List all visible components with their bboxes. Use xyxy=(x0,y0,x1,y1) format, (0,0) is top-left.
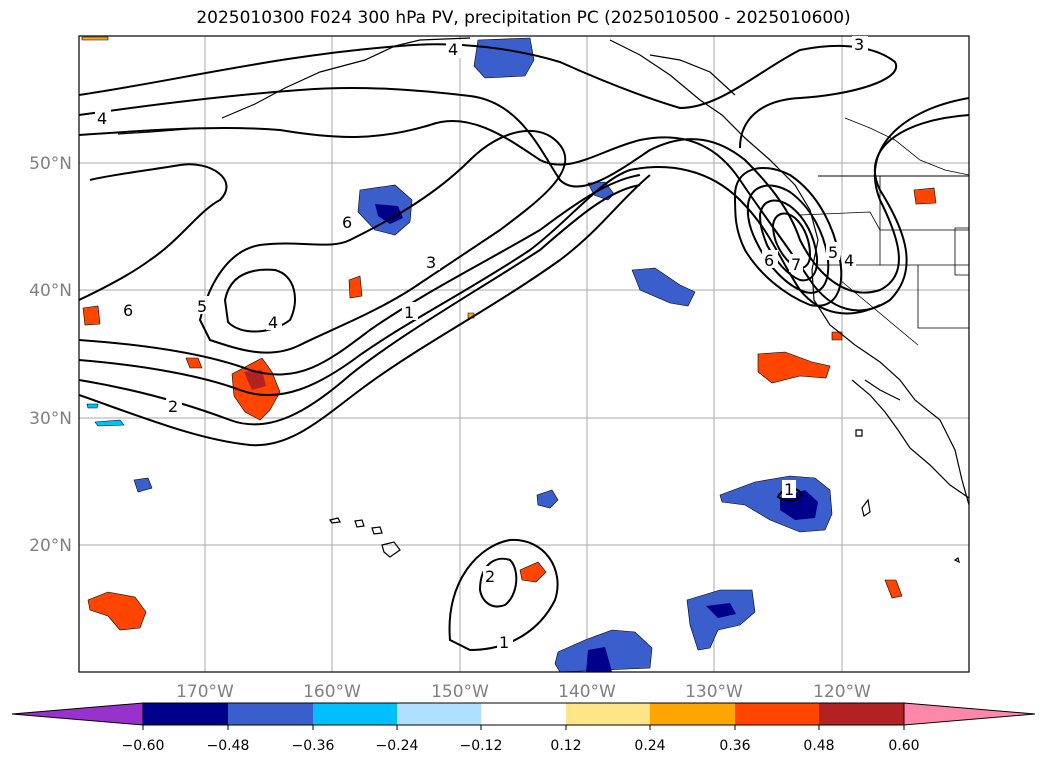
colorbar-tick-label: 0.48 xyxy=(803,738,834,754)
colorbar-frame xyxy=(142,702,905,726)
lon-label: 160°W xyxy=(303,682,361,702)
lon-label: 130°W xyxy=(685,682,743,702)
lat-label: 30°N xyxy=(29,409,72,429)
pv-contour-label: 4 xyxy=(448,40,458,59)
colorbar: −0.60 −0.48 −0.36 −0.24 −0.12 0.12 0.24 … xyxy=(11,702,1036,754)
colorbar-bin xyxy=(228,703,313,725)
colorbar-under-extension xyxy=(11,702,144,726)
pv-contour-labels: 4 4 3 6 3 1 6 5 4 2 6 7 5 4 1 2 1 xyxy=(95,35,868,652)
map-frame xyxy=(78,35,970,673)
pv-contour-label: 2 xyxy=(168,397,178,416)
colorbar-tick-label: −0.12 xyxy=(460,738,503,754)
colorbar-tick-label: 0.60 xyxy=(888,738,919,754)
colorbar-bin xyxy=(735,703,819,725)
lat-label: 50°N xyxy=(29,154,72,174)
pv-contour-label: 4 xyxy=(844,251,854,270)
lon-label: 140°W xyxy=(558,682,616,702)
pv-contour-label: 1 xyxy=(499,633,509,652)
colorbar-tick-label: 0.12 xyxy=(550,738,581,754)
colorbar-tick-label: 0.24 xyxy=(634,738,665,754)
pv-contour-label: 6 xyxy=(123,301,133,320)
precipitation-fields xyxy=(81,36,937,672)
colorbar-tick-label: −0.36 xyxy=(292,738,335,754)
colorbar-tick-label: −0.60 xyxy=(122,738,165,754)
pv-contour-label: 6 xyxy=(764,251,774,270)
lat-label: 20°N xyxy=(29,536,72,556)
pv-contour-label: 5 xyxy=(828,243,838,262)
lon-label: 170°W xyxy=(176,682,234,702)
latitude-labels: 50°N 40°N 30°N 20°N xyxy=(29,154,72,556)
colorbar-bin xyxy=(650,703,735,725)
colorbar-bin xyxy=(313,703,397,725)
pv-contour-label: 3 xyxy=(854,35,864,54)
pv-contour-label: 5 xyxy=(197,297,207,316)
lat-label: 40°N xyxy=(29,281,72,301)
colorbar-bin xyxy=(566,703,650,725)
lon-label: 120°W xyxy=(813,682,871,702)
pv-contour-label: 3 xyxy=(426,253,436,272)
pv-contours xyxy=(79,43,969,652)
coastlines xyxy=(117,37,969,564)
pv-contour-label: 6 xyxy=(342,213,352,232)
colorbar-bin xyxy=(819,703,904,725)
colorbar-tick-label: −0.48 xyxy=(207,738,250,754)
colorbar-tick-label: 0.36 xyxy=(719,738,750,754)
colorbar-tick-label: −0.24 xyxy=(376,738,419,754)
map-area xyxy=(79,36,969,672)
colorbar-over-extension xyxy=(903,702,1036,726)
pv-contour-label: 4 xyxy=(97,109,107,128)
colorbar-bin xyxy=(481,703,566,725)
pv-contour-label: 1 xyxy=(404,303,414,322)
colorbar-bin xyxy=(143,703,228,725)
pv-contour-label: 7 xyxy=(791,255,801,274)
pv-contour-label: 2 xyxy=(485,567,495,586)
longitude-labels: 170°W 160°W 150°W 140°W 130°W 120°W xyxy=(176,682,871,702)
map-title: 2025010300 F024 300 hPa PV, precipitatio… xyxy=(196,8,851,28)
lon-label: 150°W xyxy=(431,682,489,702)
colorbar-bin xyxy=(397,703,481,725)
pv-contour-label: 1 xyxy=(784,480,794,499)
pv-contour-label: 4 xyxy=(268,313,278,332)
